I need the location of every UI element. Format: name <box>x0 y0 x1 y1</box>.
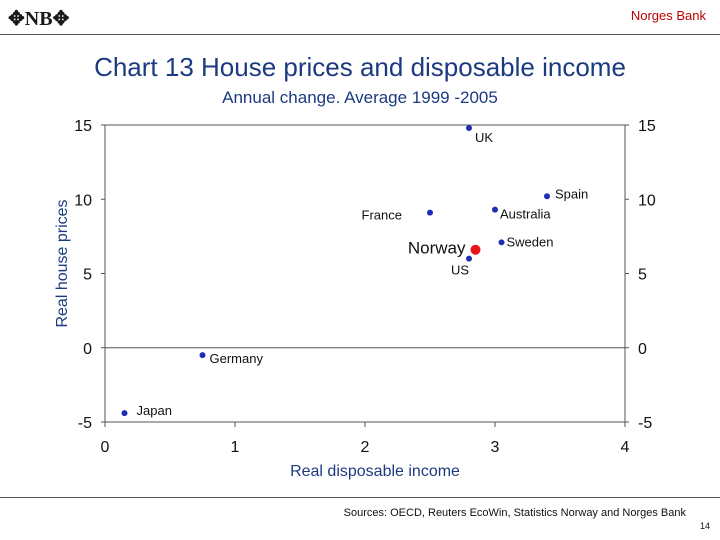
bank-name: Norges Bank <box>630 8 706 23</box>
point-germany-label: Germany <box>210 351 264 366</box>
point-germany-marker <box>199 352 206 359</box>
y-tick-label-right: -5 <box>638 415 652 432</box>
x-tick-label: 1 <box>231 439 240 456</box>
footer-divider <box>0 497 720 498</box>
y-tick-label-right: 0 <box>638 341 647 358</box>
point-uk-label: UK <box>475 130 493 145</box>
y-tick-label-left: 5 <box>83 267 92 284</box>
sources-note: Sources: OECD, Reuters EcoWin, Statistic… <box>343 507 686 519</box>
header-divider <box>0 34 720 35</box>
point-us-label: US <box>451 263 469 278</box>
y-tick-label-left: 10 <box>74 192 92 209</box>
point-spain-label: Spain <box>555 186 588 201</box>
y-tick-label-left: 15 <box>74 118 92 135</box>
point-france-label: France <box>362 208 402 223</box>
x-tick-label: 4 <box>621 439 630 456</box>
x-tick-label: 2 <box>361 439 370 456</box>
point-us-marker <box>466 255 472 262</box>
point-australia-marker <box>492 206 498 213</box>
point-sweden-marker <box>498 239 505 246</box>
y-tick-label-right: 15 <box>638 118 656 135</box>
point-australia-label: Australia <box>500 207 551 222</box>
point-norway-marker <box>470 244 481 255</box>
chart-subtitle: Annual change. Average 1999 -2005 <box>222 88 498 107</box>
point-japan-marker <box>121 410 128 417</box>
x-tick-label: 3 <box>491 439 500 456</box>
y-tick-label-right: 10 <box>638 192 656 209</box>
point-spain-marker <box>544 193 550 200</box>
y-tick-label-right: 5 <box>638 267 647 284</box>
page-number: 14 <box>699 521 710 531</box>
y-tick-label-left: 0 <box>83 341 92 358</box>
x-tick-label: 0 <box>101 439 110 456</box>
point-uk-marker <box>466 124 472 131</box>
norges-bank-logo: ✥NB✥ <box>8 8 70 30</box>
point-japan-label: Japan <box>137 403 172 418</box>
y-tick-label-left: -5 <box>78 415 92 432</box>
point-sweden-label: Sweden <box>507 234 554 249</box>
chart-title: Chart 13 House prices and disposable inc… <box>94 52 626 82</box>
point-france-marker <box>427 209 433 216</box>
logo-text: NB <box>24 8 53 30</box>
y-axis-title: Real house prices <box>54 199 71 327</box>
point-norway-label: Norway <box>408 239 466 258</box>
x-axis-title: Real disposable income <box>290 463 460 480</box>
